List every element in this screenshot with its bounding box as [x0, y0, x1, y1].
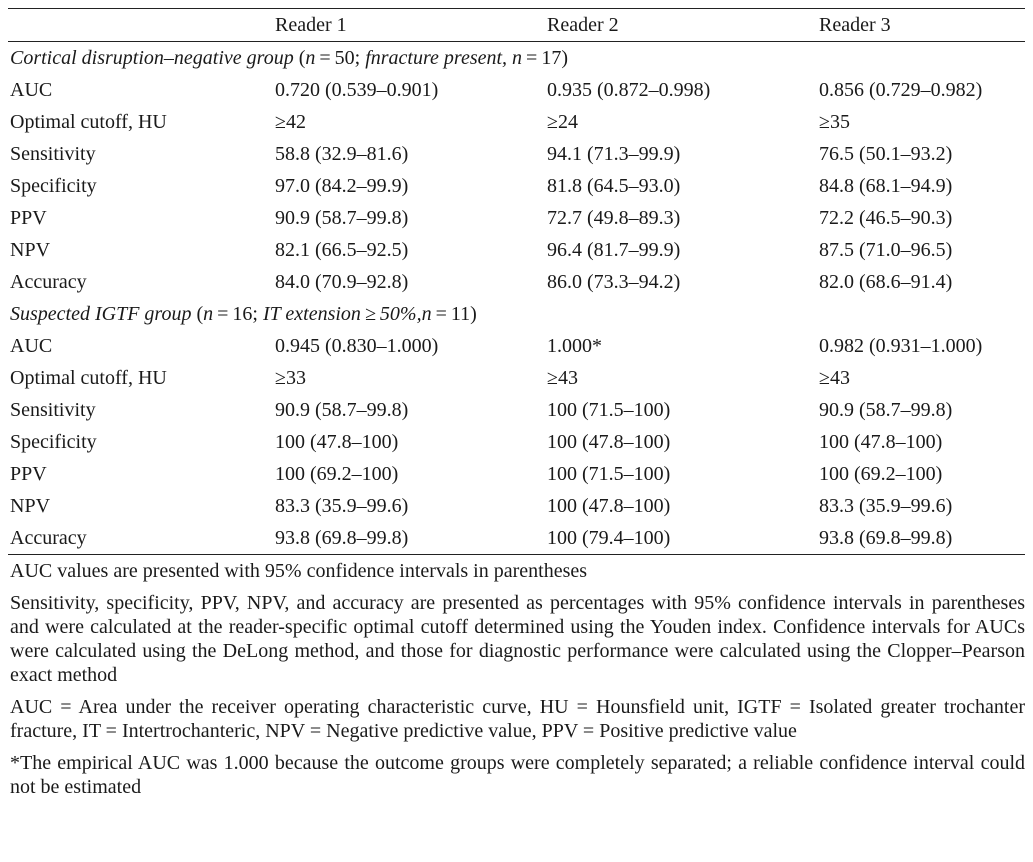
table-row: Optimal cutoff, HU ≥33 ≥43 ≥43: [10, 367, 850, 389]
section-title-cortical: Cortical disruption–negative group (n = …: [10, 47, 568, 69]
table-row: Sensitivity 58.8 (32.9–81.6) 94.1 (71.3–99…: [10, 143, 953, 165]
table-row: Specificity 97.0 (84.2–99.9) 81.8 (64.5–93…: [10, 175, 953, 197]
header-blank: [8, 8, 273, 42]
table-row: NPV 82.1 (66.5–92.5) 96.4 (81.7–99.9) 87.5 …: [10, 239, 953, 261]
table-row: Accuracy 93.8 (69.8–99.8) 100 (79.4–100) 93…: [8, 522, 1025, 555]
table-row: AUC 0.945 (0.830–1.000) 1.000* 0.982 (0.931…: [10, 335, 983, 357]
footnote-auc: AUC values are presented with 95% confid…: [10, 560, 588, 582]
table-row: Specificity 100 (47.8–100) 100 (47.8–100) 1…: [10, 431, 943, 453]
section-row-cortical: Cortical disruption–negative group (n = …: [8, 42, 1025, 75]
header-reader-2: Reader 2: [545, 8, 817, 42]
table-row: Accuracy 84.0 (70.9–92.8) 86.0 (73.3–94.2)…: [10, 271, 953, 293]
table-footnotes: AUC values are presented with 95% confid…: [8, 559, 1025, 799]
footnote-methods: Sensitivity, specificity, PPV, NPV, and …: [10, 592, 1025, 686]
table-row: PPV 100 (69.2–100) 100 (71.5–100) 100 (69.2…: [10, 463, 943, 485]
results-table: Reader 1 Reader 2 Reader 3 Cortical disr…: [8, 8, 1025, 555]
section-row-igtf: Suspected IGTF group (n = 16; IT extensi…: [8, 298, 1025, 330]
header-reader-3: Reader 3: [817, 8, 1025, 42]
table-row: NPV 83.3 (35.9–99.6) 100 (47.8–100) 83.3 (3…: [10, 495, 953, 517]
footnote-abbreviations: AUC = Area under the receiver operating …: [10, 696, 1025, 742]
footnote-asterisk: *The empirical AUC was 1.000 because the…: [10, 752, 1025, 798]
table-row: AUC 0.720 (0.539–0.901) 0.935 (0.872–0.998…: [10, 79, 983, 101]
header-reader-1: Reader 1: [273, 8, 545, 42]
table-row: Sensitivity 90.9 (58.7–99.8) 100 (71.5–100…: [10, 399, 953, 421]
table-row: PPV 90.9 (58.7–99.8) 72.7 (49.8–89.3) 72.2 …: [10, 207, 953, 229]
section-title-igtf: Suspected IGTF group (n = 16; IT extensi…: [10, 303, 477, 325]
header-row: Reader 1 Reader 2 Reader 3: [8, 8, 1025, 42]
table-page: Reader 1 Reader 2 Reader 3 Cortical disr…: [8, 8, 1025, 807]
table-row: Optimal cutoff, HU ≥42 ≥24 ≥35: [10, 111, 850, 133]
